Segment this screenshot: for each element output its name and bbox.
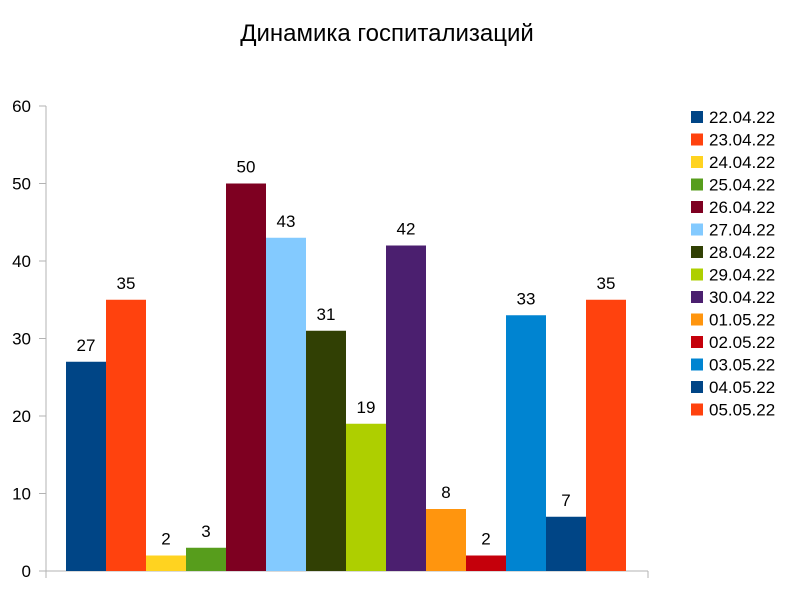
data-label: 2 (481, 530, 490, 549)
bars (66, 183, 626, 571)
y-tick-label: 10 (12, 485, 31, 504)
legend-swatch (691, 403, 703, 416)
data-label: 35 (117, 274, 136, 293)
legend-label: 22.04.22 (709, 108, 775, 127)
bar (426, 509, 466, 571)
data-label: 43 (277, 212, 296, 231)
data-labels: 27 35 2 3 50 43 31 19 42 8 2 33 7 35 (77, 158, 616, 549)
bar (386, 245, 426, 571)
legend-label: 26.04.22 (709, 198, 775, 217)
legend-swatch (691, 201, 703, 213)
legend-swatch (691, 223, 703, 236)
bar (306, 330, 346, 571)
legend-label: 23.04.22 (709, 131, 775, 150)
bar (66, 361, 106, 571)
legend-label: 02.05.22 (709, 333, 775, 352)
y-tick-label: 50 (12, 175, 31, 194)
legend-label: 05.05.22 (709, 401, 775, 420)
data-label: 33 (517, 289, 536, 308)
legend-swatch (691, 268, 703, 281)
legend-label: 03.05.22 (709, 356, 775, 375)
data-label: 35 (597, 274, 616, 293)
legend-swatch (691, 246, 703, 258)
legend: 22.04.22 23.04.22 24.04.22 25.04.22 26.04.22… (691, 108, 775, 420)
data-label: 42 (397, 220, 416, 239)
data-label: 19 (357, 398, 376, 417)
y-tick-label: 30 (12, 330, 31, 349)
bar (346, 423, 386, 571)
legend-swatch (691, 111, 703, 123)
chart-title: Динамика госпитализаций (240, 20, 534, 47)
legend-swatch (691, 156, 703, 168)
legend-label: 29.04.22 (709, 266, 775, 285)
data-label: 3 (201, 522, 210, 541)
bar (226, 183, 266, 571)
legend-label: 27.04.22 (709, 221, 775, 240)
legend-label: 30.04.22 (709, 288, 775, 307)
legend-label: 04.05.22 (709, 378, 775, 397)
legend-swatch (691, 133, 703, 146)
legend-label: 25.04.22 (709, 176, 775, 195)
legend-swatch (691, 358, 703, 371)
data-label: 7 (561, 491, 570, 510)
legend-label: 28.04.22 (709, 243, 775, 262)
legend-swatch (691, 313, 703, 326)
bar (186, 547, 226, 571)
y-tick-label: 60 (12, 97, 31, 116)
legend-label: 01.05.22 (709, 311, 775, 330)
bar (466, 555, 506, 571)
legend-swatch (691, 381, 703, 393)
bar (266, 237, 306, 571)
bar (546, 516, 586, 571)
data-label: 27 (77, 336, 96, 355)
legend-swatch (691, 291, 703, 303)
data-label: 8 (441, 483, 450, 502)
bar (106, 299, 146, 571)
bar (146, 555, 186, 571)
legend-swatch (691, 336, 703, 348)
data-label: 2 (161, 530, 170, 549)
legend-label: 24.04.22 (709, 153, 775, 172)
bar (586, 299, 626, 571)
y-tick-label: 20 (12, 407, 31, 426)
y-tick-label: 40 (12, 252, 31, 271)
data-label: 31 (317, 305, 336, 324)
y-tick-label: 0 (22, 562, 31, 581)
legend-swatch (691, 178, 703, 191)
data-label: 50 (237, 158, 256, 177)
bar (506, 315, 546, 571)
